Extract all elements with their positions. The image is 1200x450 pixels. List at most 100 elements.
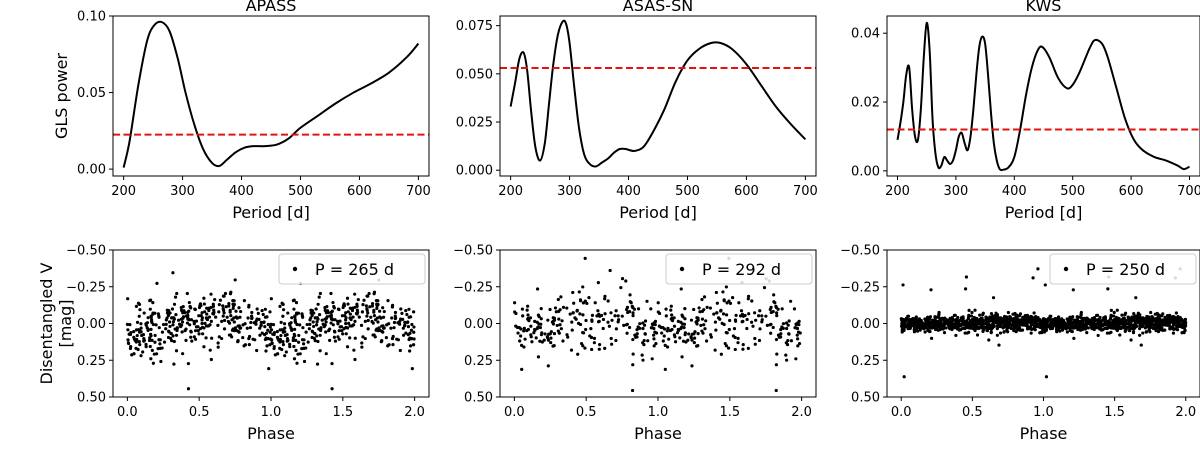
data-point: [942, 330, 947, 335]
x-tick-label: 0.0: [117, 405, 138, 420]
data-point: [344, 318, 348, 322]
data-point: [974, 317, 978, 321]
data-point: [1180, 331, 1184, 335]
data-point: [268, 343, 272, 347]
data-point: [135, 333, 139, 338]
data-point: [1079, 313, 1083, 317]
data-point: [976, 325, 981, 329]
plot-area: [500, 19, 816, 168]
data-point: [158, 342, 162, 346]
data-point: [353, 336, 357, 340]
data-point: [682, 326, 686, 330]
data-point: [549, 340, 553, 345]
data-point: [363, 336, 367, 341]
y-tick-label: 0.50: [851, 391, 880, 406]
data-point: [222, 294, 226, 298]
data-point: [293, 319, 297, 323]
data-point: [546, 338, 551, 342]
data-point: [329, 291, 333, 296]
y-tick-label: 0.00: [851, 317, 880, 332]
data-point: [1065, 330, 1069, 334]
data-point: [953, 313, 957, 317]
data-point: [357, 315, 361, 319]
data-point: [1075, 317, 1080, 322]
data-point: [558, 323, 562, 327]
data-point: [1013, 324, 1017, 328]
data-point: [365, 314, 369, 318]
data-point: [138, 308, 142, 312]
data-point: [278, 304, 282, 309]
data-point: [285, 339, 289, 343]
x-tick-label: 500: [675, 184, 700, 199]
data-point: [581, 285, 585, 289]
data-point: [653, 323, 657, 327]
data-point: [225, 315, 229, 319]
data-point: [548, 307, 552, 312]
data-point: [698, 310, 702, 314]
data-point: [906, 324, 911, 329]
data-point: [626, 310, 630, 315]
data-point: [324, 330, 328, 334]
data-point: [186, 387, 191, 391]
data-point: [1034, 316, 1038, 320]
data-point: [149, 332, 153, 336]
data-point: [999, 316, 1003, 320]
data-point: [1002, 330, 1006, 334]
data-point: [981, 311, 985, 315]
data-point: [155, 281, 159, 285]
data-point: [724, 285, 728, 289]
data-point: [581, 313, 585, 317]
data-point: [947, 325, 951, 329]
data-point: [217, 310, 221, 314]
data-point: [650, 322, 654, 326]
data-point: [154, 323, 158, 327]
data-point: [292, 298, 296, 302]
data-point: [188, 304, 192, 309]
data-point: [197, 314, 201, 318]
data-point: [1157, 316, 1161, 320]
data-point: [336, 319, 340, 323]
data-point: [1142, 319, 1146, 324]
data-point: [160, 346, 164, 350]
data-point: [690, 338, 694, 342]
data-point: [787, 319, 791, 323]
data-point: [345, 296, 350, 300]
data-point: [555, 323, 559, 328]
panel-title: APASS: [246, 0, 297, 15]
data-point: [709, 333, 713, 337]
data-point: [210, 336, 214, 340]
data-point: [663, 367, 667, 371]
data-point: [402, 324, 407, 328]
data-point: [281, 314, 285, 318]
data-point: [141, 333, 146, 337]
data-point: [696, 344, 700, 348]
x-tick-label: 400: [616, 184, 641, 199]
x-tick-label: 2.0: [1175, 405, 1196, 420]
x-tick-label: 1.0: [261, 405, 282, 420]
data-point: [180, 320, 185, 324]
data-point: [899, 317, 903, 321]
data-point: [346, 310, 350, 314]
data-point: [181, 311, 185, 315]
data-point: [645, 299, 649, 303]
data-point: [757, 338, 762, 343]
data-point: [329, 313, 333, 318]
data-point: [910, 323, 915, 327]
data-point: [1012, 319, 1016, 323]
data-point: [689, 318, 694, 322]
y-tick-label: 0.10: [77, 10, 106, 25]
data-point: [141, 350, 145, 354]
data-point: [203, 310, 207, 314]
data-point: [275, 330, 279, 334]
data-point: [353, 319, 357, 324]
legend-label: P = 265 d: [315, 260, 394, 279]
data-point: [126, 328, 130, 332]
data-point: [409, 344, 413, 348]
data-point: [526, 313, 530, 317]
data-point: [375, 306, 379, 310]
data-point: [348, 312, 352, 316]
data-point: [1096, 322, 1100, 326]
data-point: [571, 290, 575, 295]
data-point: [695, 316, 699, 320]
panel-gls_asassn: 200 300 400 500 600 700 0.000 0.025 0.050 0.075 Pe…: [456, 0, 818, 222]
